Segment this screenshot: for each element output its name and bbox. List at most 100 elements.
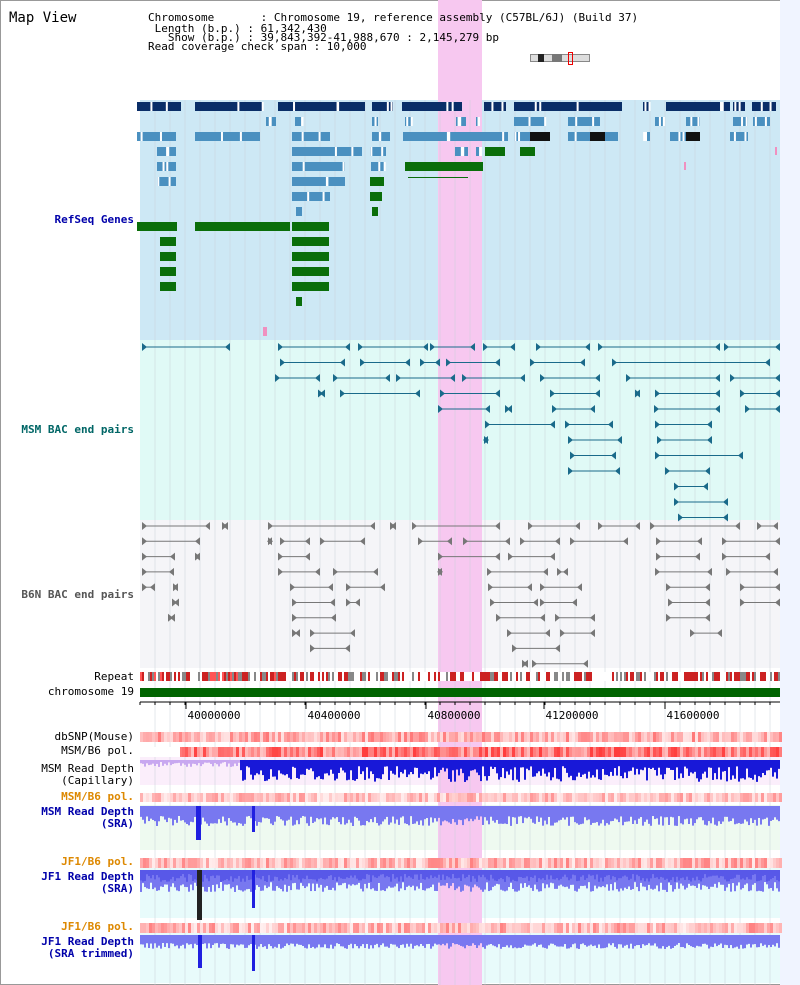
msm-b6-pol-sra-heat [767,793,770,802]
repeat-segment [558,672,560,681]
msm-depth-cap-bar [452,760,454,771]
axis-tick-label: 41600000 [666,709,720,722]
jf1-b6-pol-trim-heat [530,923,533,933]
dbsnp-heat [446,732,449,742]
jf1-depth-sra-bar [734,870,736,892]
dbsnp-heat [779,732,782,742]
bac-end-marker [532,659,537,668]
msm-depth-sra-bar [526,806,528,819]
msm-b6-pol-sra-heat [404,793,407,802]
jf1-b6-pol-trim-heat [491,923,494,933]
dbsnp-heat [602,732,605,742]
bac-end-marker [707,436,712,444]
msm-b6-pol-heat [551,747,554,757]
msm-b6-pol-sra-heat [167,793,170,802]
msm-depth-sra-bar [324,806,326,818]
jf1-depth-sra-bar [212,870,214,876]
dbsnp-heat [173,732,176,742]
jf1-depth-sra-bar [710,870,712,877]
jf1-depth-trim-bar [700,935,702,947]
track-label-b6n-bac[interactable]: B6N BAC end pairs [21,588,134,601]
repeat-segment [770,672,772,681]
msm-depth-sra-bar [532,806,534,823]
dbsnp-heat [557,732,560,742]
repeat-segment [610,672,612,681]
jf1-depth-sra-bar [590,870,592,892]
msm-depth-sra-bar [728,806,730,822]
track-label-msm-bac[interactable]: MSM BAC end pairs [21,423,134,436]
bac-end-marker [775,343,780,351]
msm-depth-cap-bar [450,760,452,782]
msm-b6-pol-sra-heat [731,793,734,802]
msm-b6-pol-heat [668,747,671,757]
msm-depth-sra-bar [340,806,342,825]
jf1-depth-sra-bar [652,870,654,875]
msm-depth-cap-bar [280,760,282,774]
msm-depth-sra-bar [164,806,166,820]
track-label-refseq[interactable]: RefSeq Genes [54,213,134,226]
jf1-depth-sra-bar [476,870,478,882]
dbsnp-heat [695,732,698,742]
jf1-depth-sra-bar [532,870,534,891]
msm-b6-pol-sra-heat [704,793,707,802]
jf1-depth-trim-bar [264,935,266,947]
msm-b6-pol-sra-heat [365,793,368,802]
msm-b6-pol-heat [326,747,329,757]
jf1-b6-pol-heat [575,858,578,868]
msm-b6-pol-sra-heat [320,793,323,802]
bac-end-marker [487,567,492,576]
msm-depth-cap-bar [154,760,156,766]
jf1-depth-trim-bar [220,935,222,944]
repeat-segment [514,672,516,681]
jf1-depth-trim-bar [484,935,486,949]
msm-depth-sra-bar [706,806,708,826]
msm-b6-pol-heat [614,747,617,757]
msm-b6-pol-sra-heat [266,793,269,802]
repeat-segment [448,672,450,681]
track-label-jf1-depth-trimmed: JF1 Read Depth (SRA trimmed) [41,935,134,960]
repeat-segment [378,672,380,681]
msm-b6-pol-heat [182,747,185,757]
jf1-depth-sra-bar [530,870,532,888]
dbsnp-heat [761,732,764,742]
repeat-segment [224,672,226,681]
jf1-b6-pol-heat [458,858,461,868]
jf1-depth-sra-bar [616,870,618,881]
msm-depth-sra-bar [528,806,530,817]
dbsnp-heat [377,732,380,742]
msm-depth-sra-bar [404,806,406,824]
dbsnp-heat [479,732,482,742]
chromosome-ideogram[interactable] [530,51,590,65]
bac-end-marker [385,374,390,382]
jf1-depth-sra-bar [714,870,716,884]
gene-dark-block [590,132,605,141]
msm-b6-pol-sra-heat [626,793,629,802]
jf1-depth-sra-bar [686,870,688,888]
msm-depth-sra-bar [774,806,776,818]
msm-b6-pol-sra-heat [284,793,287,802]
msm-depth-cap-bar [580,760,582,777]
jf1-depth-sra-bar [760,870,762,881]
repeat-segment [374,672,376,681]
jf1-b6-pol-trim-heat [230,923,233,933]
bac-end-marker [507,405,512,413]
jf1-depth-sra-bar [230,870,232,889]
jf1-b6-pol-heat [152,858,155,868]
msm-b6-pol-heat [371,747,374,757]
jf1-depth-sra-bar [468,870,470,887]
jf1-depth-sra-bar [242,870,244,879]
msm-depth-cap-bar [616,760,618,776]
msm-depth-cap-bar [224,760,226,763]
jf1-depth-sra-bar [626,870,628,889]
msm-depth-cap-bar [292,760,294,767]
repeat-segment [326,672,328,681]
msm-depth-cap-bar [748,760,750,778]
msm-b6-pol-heat [452,747,455,757]
msm-depth-cap-bar [686,760,688,769]
jf1-b6-pol-trim-heat [620,923,623,933]
repeat-segment [744,672,746,681]
jf1-depth-trim-bar [274,935,276,947]
jf1-b6-pol-heat [464,858,467,868]
jf1-depth-trim-bar [452,935,454,944]
